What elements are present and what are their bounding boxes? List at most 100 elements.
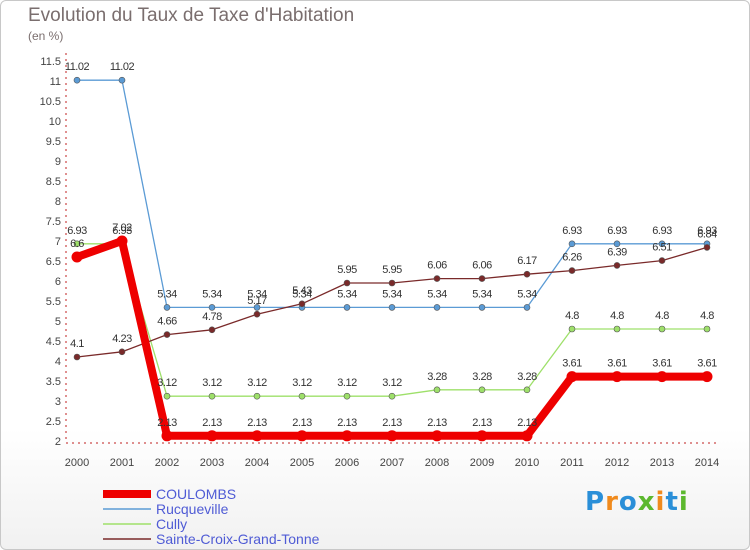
y-tick-label: 10.5 xyxy=(40,96,61,108)
logo-letter: t xyxy=(665,487,679,517)
data-label: 6.26 xyxy=(562,252,582,264)
data-label: 4.8 xyxy=(565,310,579,322)
data-label: 5.34 xyxy=(202,288,222,300)
data-label: 6.51 xyxy=(652,242,672,254)
data-label: 3.12 xyxy=(337,377,357,389)
data-point xyxy=(163,304,171,311)
data-point xyxy=(566,371,578,383)
y-tick-label: 2.5 xyxy=(46,416,61,428)
data-label: 3.28 xyxy=(472,371,492,383)
x-tick-label: 2012 xyxy=(605,457,629,469)
legend-label: Cully xyxy=(156,516,187,532)
data-label: 4.8 xyxy=(700,310,714,322)
data-point xyxy=(701,371,713,383)
y-tick-label: 5.5 xyxy=(46,296,61,308)
data-point xyxy=(343,279,351,287)
data-label: 6.93 xyxy=(112,225,132,237)
data-point xyxy=(298,392,306,400)
data-label: 6.93 xyxy=(562,225,582,237)
data-label: 6.93 xyxy=(67,225,87,237)
legend-label: Rucqueville xyxy=(156,501,229,517)
data-label: 6.17 xyxy=(517,255,537,267)
series-Rucqueville xyxy=(73,76,711,311)
data-label: 4.78 xyxy=(202,311,222,323)
data-label: 6.6 xyxy=(70,238,84,250)
data-point xyxy=(343,392,351,400)
data-point xyxy=(613,325,621,333)
data-point xyxy=(611,371,623,383)
data-point xyxy=(296,430,308,442)
data-label: 3.12 xyxy=(382,377,402,389)
data-label: 6.93 xyxy=(697,225,717,237)
data-point xyxy=(343,304,351,311)
data-point xyxy=(433,275,441,282)
data-label: 3.61 xyxy=(562,358,582,370)
data-label: 5.95 xyxy=(337,264,357,276)
logo-letter: r xyxy=(605,487,619,517)
logo-letter: o xyxy=(618,487,638,517)
data-point xyxy=(73,76,81,84)
data-point xyxy=(703,244,711,251)
data-point xyxy=(118,348,126,356)
y-tick-label: 8.5 xyxy=(46,176,61,188)
x-tick-label: 2007 xyxy=(380,457,404,469)
data-label: 2.13 xyxy=(337,417,357,429)
y-tick-label: 8 xyxy=(55,196,61,208)
data-label: 5.34 xyxy=(517,288,537,300)
data-label: 2.13 xyxy=(157,417,177,429)
data-point xyxy=(523,386,531,394)
data-label: 2.13 xyxy=(517,417,537,429)
y-tick-label: 7.5 xyxy=(46,216,61,228)
data-label: 5.34 xyxy=(382,288,402,300)
data-label: 3.12 xyxy=(157,377,177,389)
data-point xyxy=(658,325,666,333)
data-point xyxy=(341,430,353,442)
data-label: 3.61 xyxy=(652,358,672,370)
data-point xyxy=(521,430,533,442)
data-label: 5.17 xyxy=(247,295,267,307)
data-label: 4.1 xyxy=(70,338,84,350)
y-tick-label: 11.5 xyxy=(40,56,61,68)
data-point xyxy=(208,326,216,334)
axes: 2 2.5 3 3.5 4 4.5 5 5.5 6 6.5 7 7.5 8 8.5 9 9.5 10 10.5 11… xyxy=(40,53,719,469)
data-label: 6.93 xyxy=(607,225,627,237)
data-point xyxy=(163,392,171,400)
data-label: 4.66 xyxy=(157,316,177,328)
x-tick-label: 2013 xyxy=(650,457,674,469)
x-tick-label: 2000 xyxy=(65,457,89,469)
data-label: 11.02 xyxy=(65,61,90,73)
legend: COULOMBSRucquevilleCullySainte-Croix-Gra… xyxy=(103,486,320,547)
data-point xyxy=(433,386,441,394)
data-label: 3.12 xyxy=(202,377,222,389)
data-label: 11.02 xyxy=(110,61,135,73)
data-point xyxy=(433,304,441,311)
y-tick-label: 11 xyxy=(50,76,61,88)
data-point xyxy=(613,240,621,248)
data-label: 6.06 xyxy=(427,260,447,272)
data-label: 2.13 xyxy=(427,417,447,429)
data-label: 5.34 xyxy=(427,288,447,300)
x-tick-label: 2008 xyxy=(425,457,449,469)
data-label: 6.39 xyxy=(607,246,627,258)
data-label: 2.13 xyxy=(472,417,492,429)
y-tick-label: 9.5 xyxy=(46,136,61,148)
data-label: 5.95 xyxy=(382,264,402,276)
data-point xyxy=(656,371,668,383)
data-point xyxy=(658,240,666,248)
x-tick-label: 2014 xyxy=(695,457,719,469)
data-point xyxy=(71,251,83,263)
data-point xyxy=(703,325,711,333)
x-tick-label: 2009 xyxy=(470,457,494,469)
data-point xyxy=(568,267,576,274)
unit-label: (en %) xyxy=(28,29,64,43)
data-label: 4.8 xyxy=(655,310,669,322)
x-tick-label: 2003 xyxy=(200,457,224,469)
x-tick-label: 2011 xyxy=(560,457,584,469)
data-point xyxy=(388,304,396,311)
data-point xyxy=(478,304,486,311)
data-label: 2.13 xyxy=(247,417,267,429)
data-point xyxy=(161,430,173,442)
data-label: 7.02 xyxy=(112,222,132,234)
